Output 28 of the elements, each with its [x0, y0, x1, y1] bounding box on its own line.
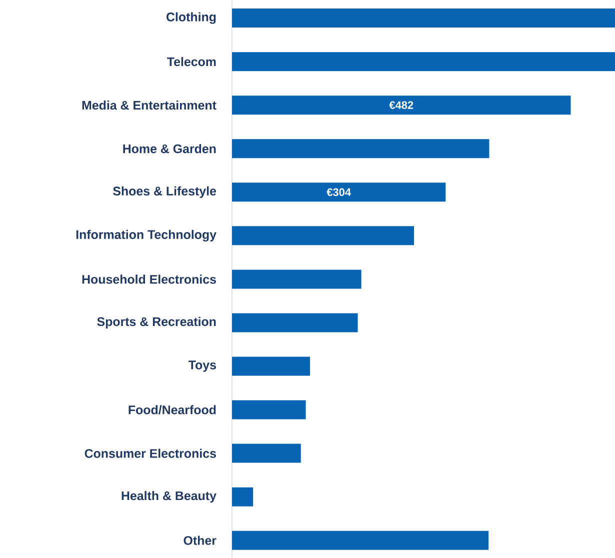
bar	[232, 8, 615, 28]
y-tick-label: Information Technology	[76, 230, 216, 242]
bar	[232, 226, 414, 245]
y-tick-label: Food/Nearfood	[128, 404, 216, 414]
bar	[232, 356, 310, 376]
y-tick-label: Toys	[188, 360, 216, 372]
bar	[232, 313, 358, 332]
bar	[232, 182, 446, 202]
y-tick-label: Household Electronics	[82, 274, 216, 284]
bar	[232, 530, 489, 550]
bar	[232, 95, 571, 114]
bar	[232, 444, 301, 463]
y-tick-label: Telecom	[167, 56, 216, 66]
bar	[232, 487, 254, 506]
bar	[232, 138, 490, 158]
data-label: €482	[389, 101, 414, 109]
y-tick-label: Shoes & Lifestyle	[113, 186, 216, 198]
y-tick-label: Health & Beauty	[122, 490, 216, 502]
bar	[232, 52, 615, 71]
y-tick-label: Home & Garden	[123, 144, 216, 154]
y-tick-label: Media & Entertainment	[82, 100, 216, 110]
bar	[232, 400, 306, 420]
bar	[232, 270, 362, 289]
data-label: €304	[326, 188, 351, 196]
y-tick-label: Other	[184, 536, 216, 545]
y-tick-label: Clothing	[166, 12, 216, 24]
y-tick-label: Consumer Electronics	[84, 448, 216, 458]
y-tick-label: Sports & Recreation	[97, 316, 216, 328]
